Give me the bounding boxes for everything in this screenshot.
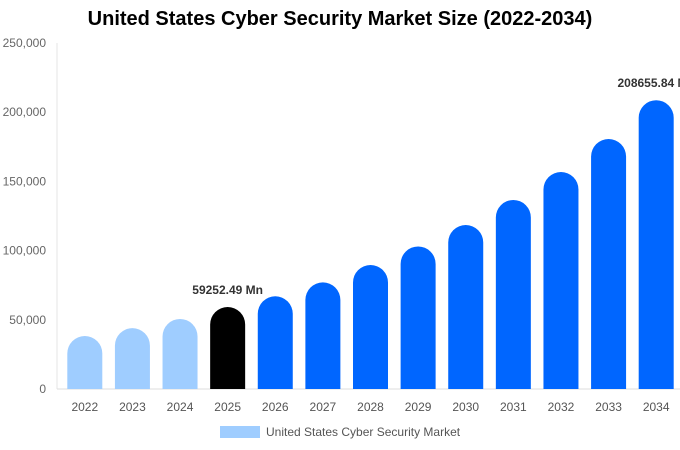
- x-tick-label: 2030: [452, 400, 479, 414]
- bar-2034: [638, 100, 674, 389]
- data-label: 59252.49 Mn: [192, 283, 263, 297]
- bar-2024: [162, 318, 198, 389]
- x-tick-label: 2022: [71, 400, 98, 414]
- bar-2025: [210, 306, 246, 389]
- x-tick-label: 2034: [643, 400, 670, 414]
- y-tick-label: 200,000: [3, 105, 47, 119]
- y-tick-label: 50,000: [9, 313, 46, 327]
- x-tick-label: 2029: [405, 400, 432, 414]
- x-tick-label: 2033: [595, 400, 622, 414]
- x-tick-label: 2026: [262, 400, 289, 414]
- x-tick-label: 2031: [500, 400, 527, 414]
- bar-2026: [257, 296, 293, 389]
- bar-2029: [400, 246, 436, 389]
- bar-2022: [67, 336, 103, 389]
- bar-2031: [495, 199, 531, 389]
- y-tick-label: 150,000: [3, 174, 47, 188]
- x-tick-label: 2032: [548, 400, 575, 414]
- legend: United States Cyber Security Market: [220, 425, 460, 439]
- y-tick-label: 0: [39, 382, 46, 396]
- bar-2028: [353, 264, 388, 389]
- data-label: 208655.84 Mn: [617, 76, 680, 90]
- bar-2033: [591, 139, 627, 389]
- x-tick-label: 2025: [214, 400, 241, 414]
- x-tick-label: 2024: [167, 400, 194, 414]
- legend-label: United States Cyber Security Market: [266, 425, 461, 439]
- bar-2027: [305, 282, 341, 389]
- x-tick-label: 2028: [357, 400, 384, 414]
- y-tick-label: 100,000: [3, 244, 47, 258]
- y-tick-label: 250,000: [3, 36, 47, 50]
- bar-2030: [448, 224, 484, 389]
- x-tick-label: 2027: [310, 400, 337, 414]
- legend-swatch: [220, 426, 260, 438]
- chart-title: United States Cyber Security Market Size…: [87, 8, 593, 30]
- bar-2023: [114, 328, 150, 389]
- bar-2032: [543, 171, 579, 389]
- x-tick-label: 2023: [119, 400, 146, 414]
